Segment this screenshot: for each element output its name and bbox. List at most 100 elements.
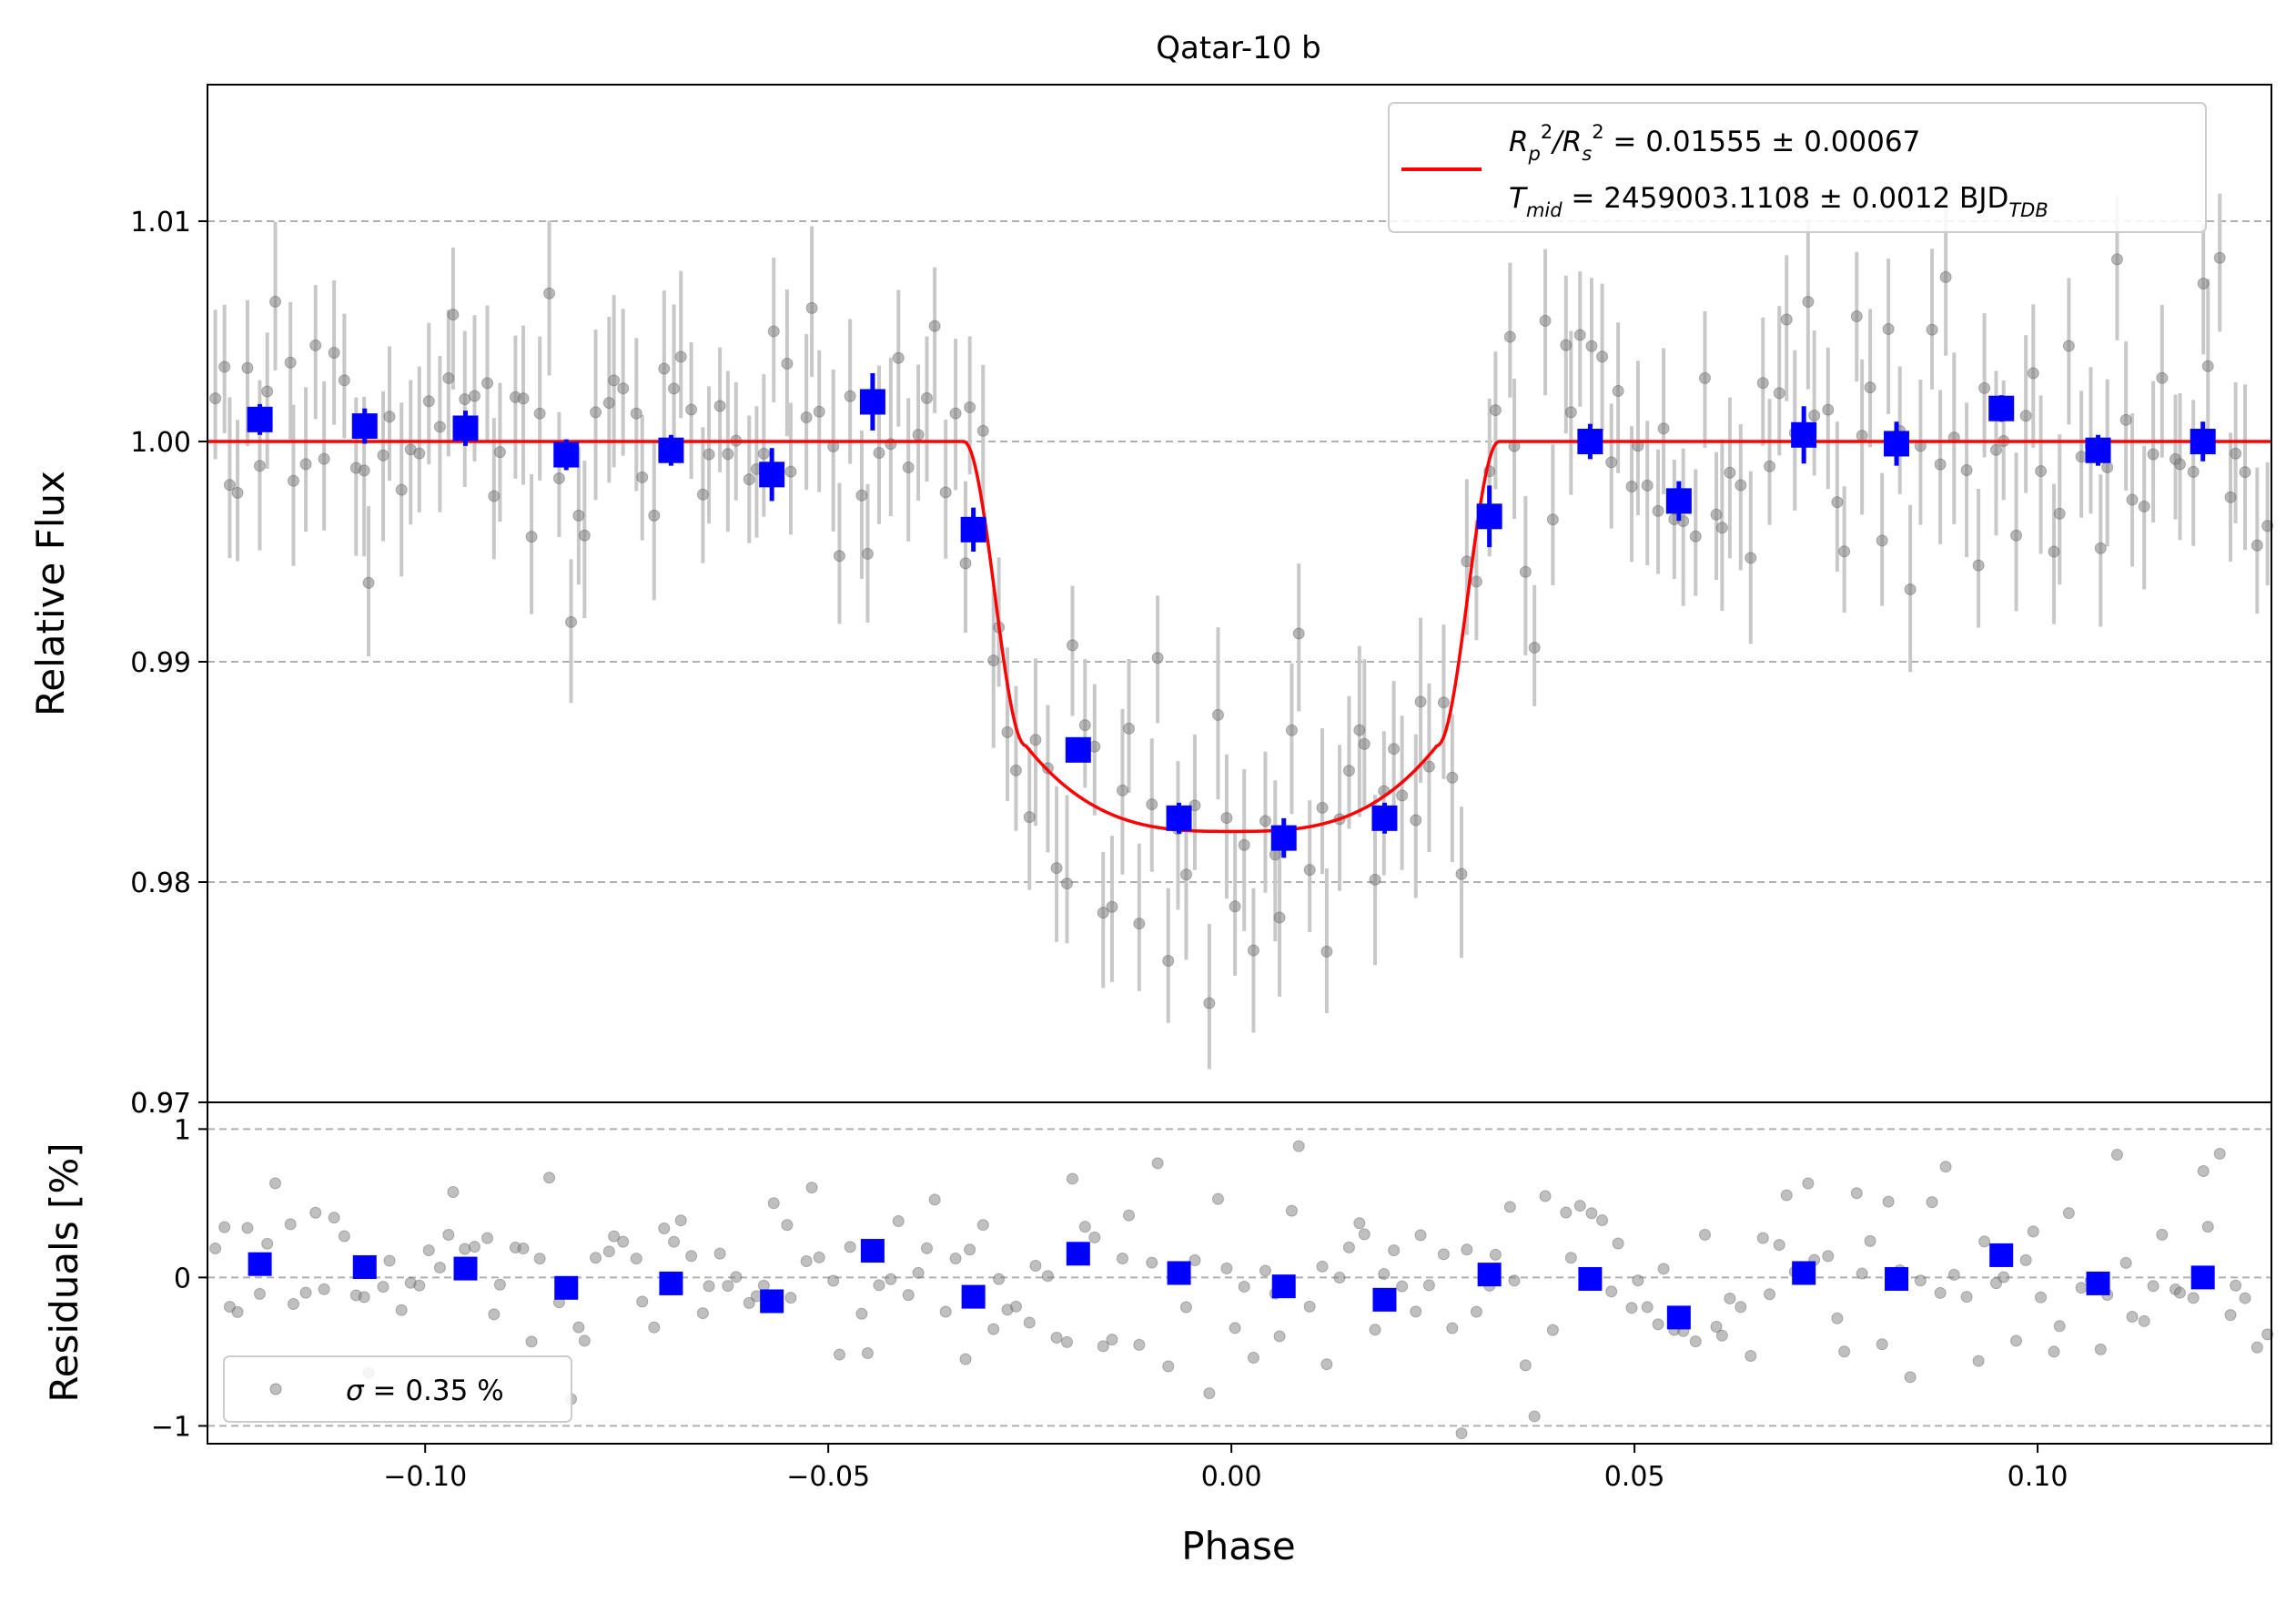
raw-residual-point — [1641, 1301, 1654, 1314]
raw-residual-point — [481, 1232, 494, 1244]
binned-flux-point — [1166, 805, 1192, 831]
raw-residual-point — [543, 1172, 556, 1184]
raw-residual-point — [743, 1296, 755, 1309]
raw-residual-point — [218, 1221, 231, 1233]
binned-residual-point — [1885, 1267, 1909, 1292]
raw-residual-point — [648, 1321, 661, 1334]
raw-residual-point — [1333, 1272, 1346, 1284]
raw-flux-point — [1029, 734, 1042, 746]
raw-flux-point — [1539, 314, 1552, 327]
raw-flux-point — [2075, 451, 2088, 463]
binned-flux-point — [1270, 825, 1297, 851]
raw-residual-point — [1220, 1262, 1233, 1274]
x-axis-ticks: −0.10 −0.05 0.00 0.05 0.10 — [383, 1444, 2068, 1493]
raw-residual-point — [1528, 1410, 1541, 1423]
residual-gridlines — [207, 1128, 2271, 1427]
raw-residual-point — [2019, 1253, 2032, 1266]
raw-residual-point — [1632, 1274, 1644, 1287]
raw-residual-point — [442, 1229, 455, 1242]
raw-flux-point — [674, 350, 687, 363]
raw-flux-point — [1446, 771, 1459, 784]
raw-residual-point — [1625, 1302, 1638, 1314]
raw-flux-point — [1978, 381, 1991, 394]
raw-flux-point — [743, 473, 755, 486]
raw-flux-point — [696, 488, 709, 501]
raw-residual-point — [730, 1271, 743, 1283]
raw-flux-point — [287, 474, 299, 487]
raw-flux-point — [1151, 652, 1164, 665]
raw-flux-point — [1864, 381, 1876, 394]
binned-flux-point — [1371, 805, 1398, 831]
raw-flux-point — [1831, 496, 1844, 509]
raw-residual-point — [1489, 1248, 1502, 1261]
raw-flux-point — [1904, 583, 1917, 595]
raw-residual-point — [976, 1219, 989, 1232]
raw-flux-point — [1710, 508, 1723, 521]
raw-residual-point — [284, 1218, 297, 1231]
raw-flux-point — [2048, 545, 2060, 558]
raw-residual-point — [1989, 1277, 2002, 1290]
raw-residual-point — [885, 1273, 897, 1285]
y-axis-label-residuals: Residuals [%] — [42, 1142, 86, 1402]
x-axis-label: Phase — [1181, 1524, 1295, 1568]
raw-flux-point — [309, 339, 322, 351]
raw-flux-point — [1001, 725, 1014, 738]
raw-residual-point — [1106, 1334, 1118, 1346]
raw-residual-point — [1838, 1345, 1851, 1358]
raw-flux-point — [572, 509, 585, 522]
raw-residual-point — [2010, 1334, 2023, 1347]
raw-residual-point — [1850, 1187, 1863, 1200]
raw-flux-point — [231, 486, 244, 499]
binned-residual-point — [860, 1239, 885, 1263]
binned-flux-point — [1988, 395, 2015, 421]
raw-flux-point — [1573, 329, 1586, 341]
flux-ytick-label: 0.99 — [130, 647, 191, 679]
binned-flux-point — [658, 437, 684, 463]
raw-residual-point — [855, 1307, 868, 1320]
raw-flux-point — [949, 407, 962, 420]
raw-residual-point — [1978, 1235, 1991, 1248]
raw-residual-point — [1947, 1268, 1960, 1281]
x-tick-label: −0.10 — [383, 1461, 467, 1493]
raw-residual-point — [433, 1261, 446, 1273]
raw-flux-point — [318, 452, 330, 465]
raw-residual-point — [800, 1255, 813, 1268]
raw-residual-point — [1876, 1338, 1888, 1351]
raw-residual-point — [1831, 1312, 1844, 1324]
raw-residual-point — [964, 1243, 976, 1256]
raw-flux-point — [1470, 575, 1482, 588]
raw-flux-point — [1247, 944, 1259, 957]
raw-residual-point — [703, 1280, 715, 1293]
raw-flux-point — [543, 287, 556, 299]
raw-residual-point — [2027, 1225, 2039, 1238]
binned-residual-point — [1066, 1242, 1090, 1266]
binned-flux-point — [553, 441, 580, 468]
raw-residual-point — [1203, 1387, 1216, 1400]
binned-flux-point — [1577, 429, 1603, 455]
raw-residual-point — [1116, 1252, 1128, 1264]
raw-residual-point — [1211, 1192, 1224, 1205]
raw-flux-point — [1926, 323, 1938, 336]
raw-residual-point — [1358, 1228, 1371, 1241]
raw-flux-point — [1285, 724, 1298, 736]
raw-flux-point — [525, 531, 538, 543]
raw-flux-point — [1410, 814, 1422, 827]
flux-ytick-label: 1.00 — [130, 427, 191, 459]
raw-flux-point — [648, 509, 661, 522]
raw-residual-point — [1410, 1305, 1422, 1318]
raw-flux-point — [1303, 864, 1316, 877]
raw-flux-point — [1960, 464, 1973, 477]
raw-residual-point — [1342, 1241, 1355, 1253]
raw-flux-point — [1422, 760, 1435, 773]
raw-flux-point — [299, 458, 312, 471]
raw-flux-point — [1066, 639, 1078, 652]
flux-ytick-label: 0.98 — [130, 867, 191, 899]
raw-residual-point — [722, 1280, 734, 1293]
binned-flux-points — [247, 373, 2216, 858]
raw-residual-point — [517, 1243, 530, 1255]
raw-flux-point — [493, 446, 506, 459]
raw-flux-point — [861, 547, 874, 560]
raw-residual-point — [873, 1279, 885, 1292]
raw-flux-point — [833, 550, 845, 563]
raw-residual-point — [993, 1273, 1006, 1285]
